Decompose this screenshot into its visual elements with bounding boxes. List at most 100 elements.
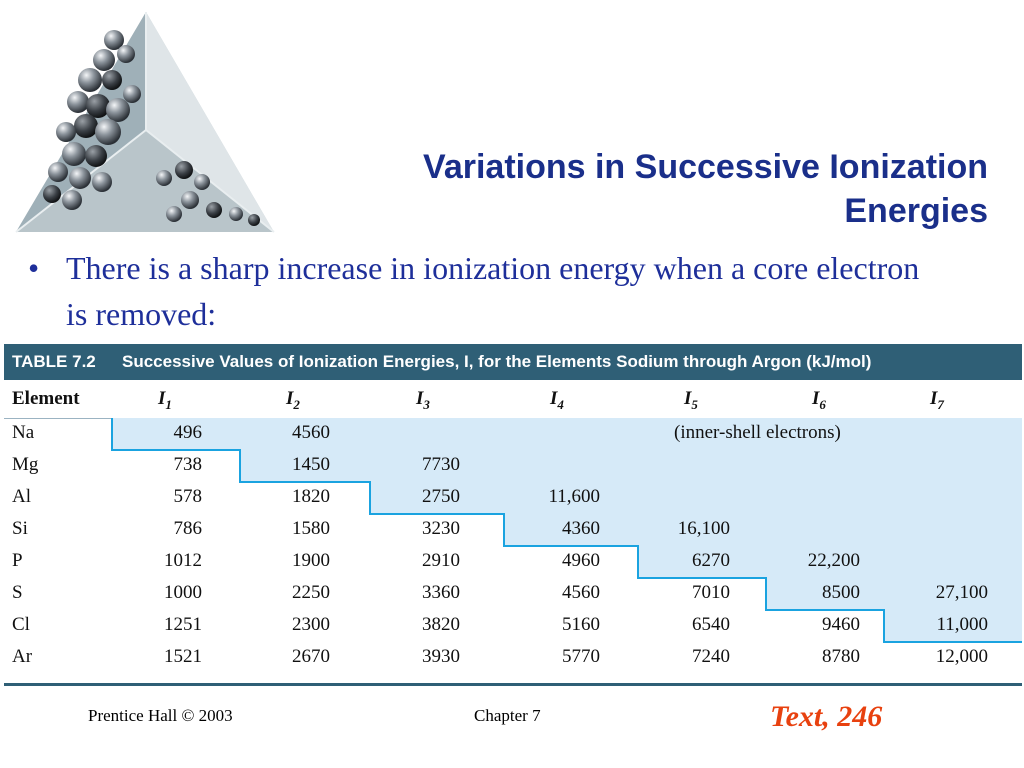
table-row-si: Si 786 1580 3230 4360 16,100 [4,514,1022,546]
ionization-value-i2: 2300 [292,614,330,635]
table-row-mg: Mg 738 1450 7730 [4,450,1022,482]
slide-title-line-1: Variations in Successive Ionization [423,148,988,186]
ionization-value-i1: 1012 [164,550,202,571]
inner-shell-boundary-line [503,514,505,547]
ionization-value-i4: 11,600 [548,486,600,507]
ionization-value-i5: 6270 [692,550,730,571]
inner-shell-boundary-line [111,449,241,451]
ionization-value-i5: 7010 [692,582,730,603]
inner-shell-shade [884,610,1022,642]
column-header-i3: I3 [416,388,430,412]
inner-shell-boundary-line [369,482,371,515]
inner-shell-shade [370,482,1022,514]
table-bottom-rule [4,683,1022,686]
inner-shell-note: (inner-shell electrons) [674,422,841,443]
ionization-value-i2: 1900 [292,550,330,571]
inner-shell-shade [504,514,1022,546]
ionization-value-i6: 8500 [822,582,860,603]
inner-shell-boundary-line [765,578,767,611]
inner-shell-boundary-line [111,418,113,451]
ionization-value-i2: 1580 [292,518,330,539]
ionization-value-i3: 3930 [422,646,460,667]
column-header-element: Element [12,388,80,409]
inner-shell-boundary-line [883,610,885,643]
tetrahedron-molecule-logo [15,12,275,233]
ionization-value-i2: 2670 [292,646,330,667]
inner-shell-shade [638,546,1022,578]
table-row-p: P 1012 1900 2910 4960 6270 22,200 [4,546,1022,578]
element-symbol: P [12,550,23,571]
table-row-ar: Ar 1521 2670 3930 5770 7240 8780 12,000 [4,642,1022,674]
footer-chapter: Chapter 7 [474,706,541,725]
bullet-text: There is a sharp increase in ionization … [66,250,920,332]
inner-shell-boundary-line [765,609,885,611]
element-symbol: Si [12,518,28,539]
ionization-value-i1: 1251 [164,614,202,635]
ionization-value-i2: 4560 [292,422,330,443]
column-header-i5: I5 [684,388,698,412]
ionization-value-i7: 27,100 [935,582,988,603]
inner-shell-boundary-line [883,641,1022,643]
footer-publisher: Prentice Hall © 2003 [88,706,233,725]
ionization-value-i6: 8780 [822,646,860,667]
ionization-value-i7: 12,000 [935,646,988,667]
table-row-s: S 1000 2250 3360 4560 7010 8500 27,100 [4,578,1022,610]
table-description: Successive Values of Ionization Energies… [122,352,872,371]
bullet-icon: • [28,250,40,286]
ionization-value-i4: 5160 [562,614,600,635]
ionization-value-i3: 3230 [422,518,460,539]
element-symbol: S [12,582,23,603]
ionization-value-i3: 2910 [422,550,460,571]
inner-shell-shade [766,578,1022,610]
column-header-i6: I6 [812,388,826,412]
inner-shell-shade [112,418,1022,450]
table-row-cl: Cl 1251 2300 3820 5160 6540 9460 11,000 [4,610,1022,642]
ionization-value-i5: 6540 [692,614,730,635]
element-symbol: Cl [12,614,30,635]
ionization-value-i1: 578 [173,486,203,507]
ionization-value-i7: 11,000 [936,614,988,635]
ionization-value-i2: 2250 [292,582,330,603]
ionization-value-i1: 738 [173,454,203,475]
ionization-value-i4: 4560 [562,582,600,603]
ionization-value-i1: 1521 [164,646,202,667]
ionization-energy-table: TABLE 7.2 Successive Values of Ionizatio… [4,344,1022,688]
ionization-value-i3: 2750 [422,486,460,507]
ionization-value-i2: 1450 [292,454,330,475]
ionization-value-i4: 4360 [562,518,600,539]
slide-title-line-2: Energies [844,192,988,230]
inner-shell-boundary-line [503,545,639,547]
inner-shell-boundary-line [637,546,639,579]
ionization-value-i3: 3820 [422,614,460,635]
ionization-value-i4: 5770 [562,646,600,667]
footer-text-reference: Text, 246 [770,700,883,733]
inner-shell-boundary-line [369,513,505,515]
element-symbol: Mg [12,454,39,475]
element-symbol: Na [12,422,35,443]
column-header-i1: I1 [158,388,172,412]
column-header-i7: I7 [930,388,944,412]
inner-shell-shade [240,450,1022,482]
element-symbol: Al [12,486,31,507]
ionization-value-i3: 7730 [422,454,460,475]
ionization-value-i1: 496 [173,422,203,443]
ionization-value-i6: 9460 [822,614,860,635]
ionization-value-i4: 4960 [562,550,600,571]
table-number: TABLE 7.2 [12,352,96,371]
inner-shell-boundary-line [637,577,767,579]
ionization-value-i5: 16,100 [677,518,730,539]
table-row-al: Al 578 1820 2750 11,600 [4,482,1022,514]
ionization-value-i2: 1820 [292,486,330,507]
inner-shell-boundary-line [239,450,241,483]
table-header-row: Element I1 I2 I3 I4 I5 I6 I7 [4,380,1022,419]
element-symbol: Ar [12,646,33,667]
ionization-value-i3: 3360 [422,582,460,603]
slide-title: Variations in Successive Ionization Ener… [288,145,988,233]
ionization-value-i1: 786 [173,518,203,539]
inner-shell-boundary-line [239,481,371,483]
column-header-i4: I4 [550,388,564,412]
ionization-value-i1: 1000 [164,582,202,603]
column-header-i2: I2 [286,388,300,412]
table-row-na: Na 496 4560 (inner-shell electrons) [4,418,1022,450]
table-caption: TABLE 7.2 Successive Values of Ionizatio… [4,344,1022,380]
